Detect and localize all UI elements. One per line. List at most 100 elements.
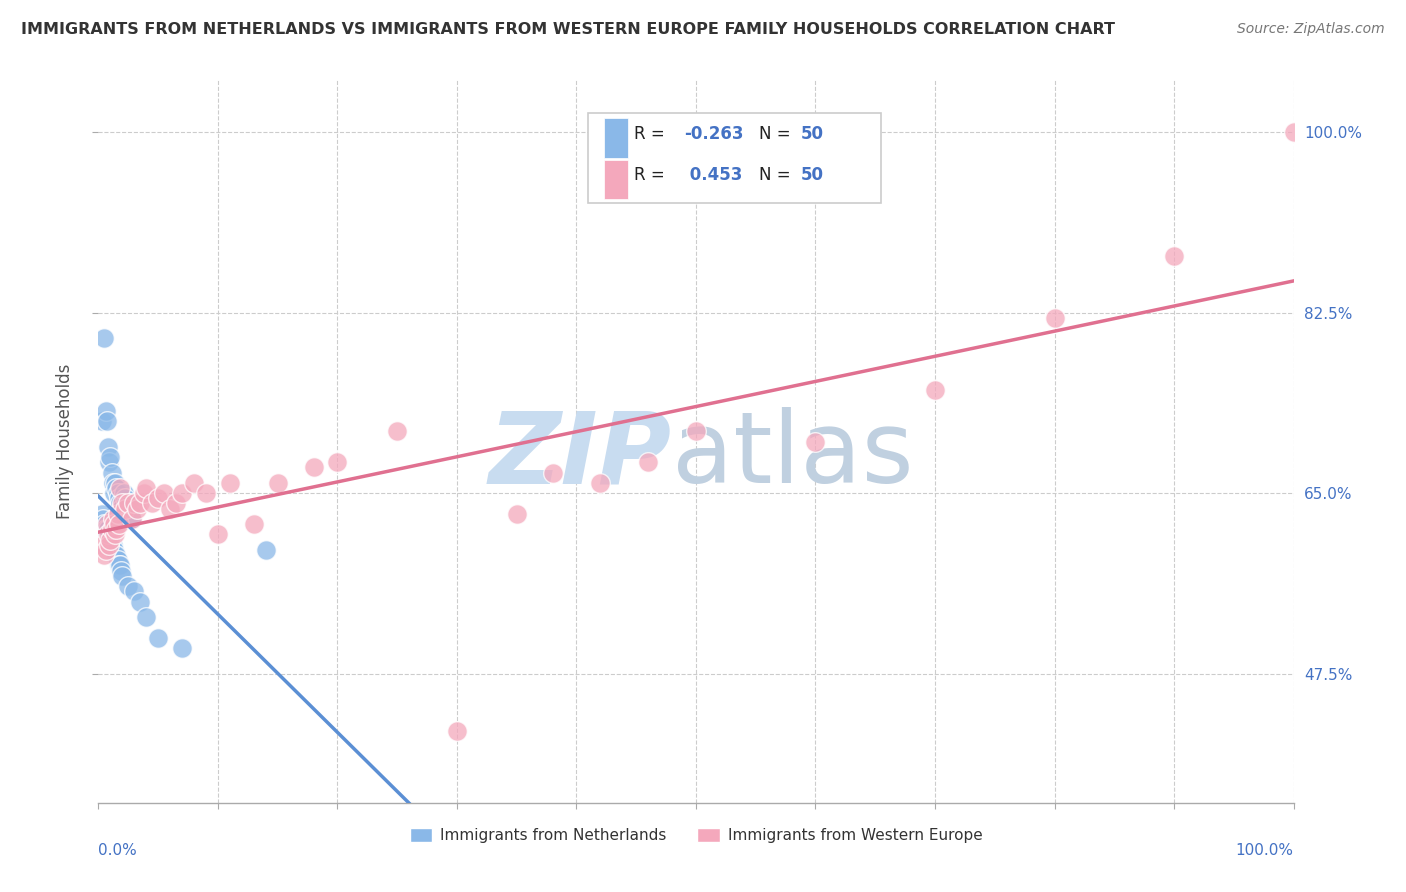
Point bbox=[107, 558, 129, 573]
Point bbox=[114, 491, 136, 506]
Point bbox=[114, 501, 136, 516]
Point bbox=[243, 517, 266, 532]
Point bbox=[96, 414, 118, 428]
Point bbox=[115, 501, 138, 516]
Point bbox=[105, 481, 128, 495]
Text: 0.453: 0.453 bbox=[685, 167, 742, 185]
Point bbox=[101, 512, 124, 526]
Point bbox=[91, 538, 114, 552]
Point bbox=[93, 548, 115, 562]
Point bbox=[219, 475, 242, 490]
Point bbox=[97, 440, 120, 454]
Point bbox=[1282, 125, 1305, 139]
Point bbox=[107, 486, 129, 500]
Point bbox=[103, 486, 125, 500]
Point bbox=[111, 496, 134, 510]
Point bbox=[112, 486, 135, 500]
Y-axis label: Family Households: Family Households bbox=[56, 364, 75, 519]
Point bbox=[124, 584, 146, 599]
FancyBboxPatch shape bbox=[605, 118, 628, 158]
Point bbox=[104, 527, 127, 541]
Point bbox=[96, 517, 118, 532]
Point bbox=[98, 450, 122, 464]
Point bbox=[153, 486, 176, 500]
Point bbox=[541, 466, 564, 480]
Point bbox=[94, 542, 117, 557]
Point bbox=[148, 491, 170, 506]
Point bbox=[804, 434, 827, 449]
Point bbox=[120, 507, 142, 521]
Point bbox=[135, 610, 157, 624]
Text: Source: ZipAtlas.com: Source: ZipAtlas.com bbox=[1237, 22, 1385, 37]
Point bbox=[96, 527, 118, 541]
Point bbox=[98, 538, 121, 552]
Text: ZIP: ZIP bbox=[489, 408, 672, 505]
Point bbox=[385, 424, 409, 438]
Point bbox=[110, 564, 132, 578]
Point bbox=[183, 475, 205, 490]
Point bbox=[195, 486, 218, 500]
Point bbox=[91, 414, 114, 428]
Point bbox=[100, 538, 122, 552]
Point bbox=[1043, 310, 1066, 325]
Point bbox=[207, 527, 229, 541]
Point bbox=[98, 527, 121, 541]
Point bbox=[267, 475, 290, 490]
Text: 50: 50 bbox=[801, 167, 824, 185]
Point bbox=[101, 538, 124, 552]
Point bbox=[254, 542, 277, 557]
Point bbox=[91, 512, 114, 526]
Point bbox=[107, 517, 129, 532]
Point bbox=[121, 512, 143, 526]
Point bbox=[104, 475, 127, 490]
Point bbox=[100, 466, 122, 480]
Point bbox=[446, 723, 468, 738]
Point bbox=[326, 455, 349, 469]
FancyBboxPatch shape bbox=[605, 160, 628, 199]
Text: 0.0%: 0.0% bbox=[98, 843, 138, 857]
Point bbox=[103, 517, 125, 532]
Point bbox=[93, 517, 115, 532]
Point bbox=[685, 424, 707, 438]
Point bbox=[117, 501, 139, 516]
Point bbox=[121, 512, 143, 526]
Text: N =: N = bbox=[759, 125, 796, 143]
Point bbox=[589, 475, 612, 490]
Point bbox=[118, 496, 141, 510]
Point bbox=[135, 481, 157, 495]
Point bbox=[104, 548, 127, 562]
Point bbox=[115, 496, 138, 510]
Point bbox=[98, 533, 122, 547]
Point bbox=[125, 501, 148, 516]
Point bbox=[107, 491, 129, 506]
Point bbox=[132, 486, 155, 500]
Point bbox=[129, 496, 152, 510]
Point bbox=[1163, 249, 1185, 263]
Point bbox=[165, 496, 187, 510]
Point bbox=[107, 507, 129, 521]
Text: 100.0%: 100.0% bbox=[1236, 843, 1294, 857]
Point bbox=[129, 594, 152, 608]
Point bbox=[110, 501, 132, 516]
Point bbox=[141, 496, 163, 510]
Point bbox=[97, 527, 120, 541]
Point bbox=[94, 403, 117, 417]
Point bbox=[93, 331, 115, 345]
Point bbox=[101, 475, 124, 490]
Point bbox=[108, 481, 131, 495]
Point bbox=[108, 558, 131, 573]
Point bbox=[107, 553, 129, 567]
Point bbox=[124, 496, 146, 510]
Point bbox=[103, 542, 125, 557]
Text: atlas: atlas bbox=[672, 408, 914, 505]
FancyBboxPatch shape bbox=[589, 112, 882, 203]
Point bbox=[91, 507, 114, 521]
Point bbox=[94, 522, 117, 536]
Text: R =: R = bbox=[634, 125, 669, 143]
Legend: Immigrants from Netherlands, Immigrants from Western Europe: Immigrants from Netherlands, Immigrants … bbox=[404, 822, 988, 849]
Point bbox=[100, 522, 122, 536]
Point bbox=[506, 507, 529, 521]
Text: N =: N = bbox=[759, 167, 796, 185]
Point bbox=[159, 501, 181, 516]
Point bbox=[637, 455, 659, 469]
